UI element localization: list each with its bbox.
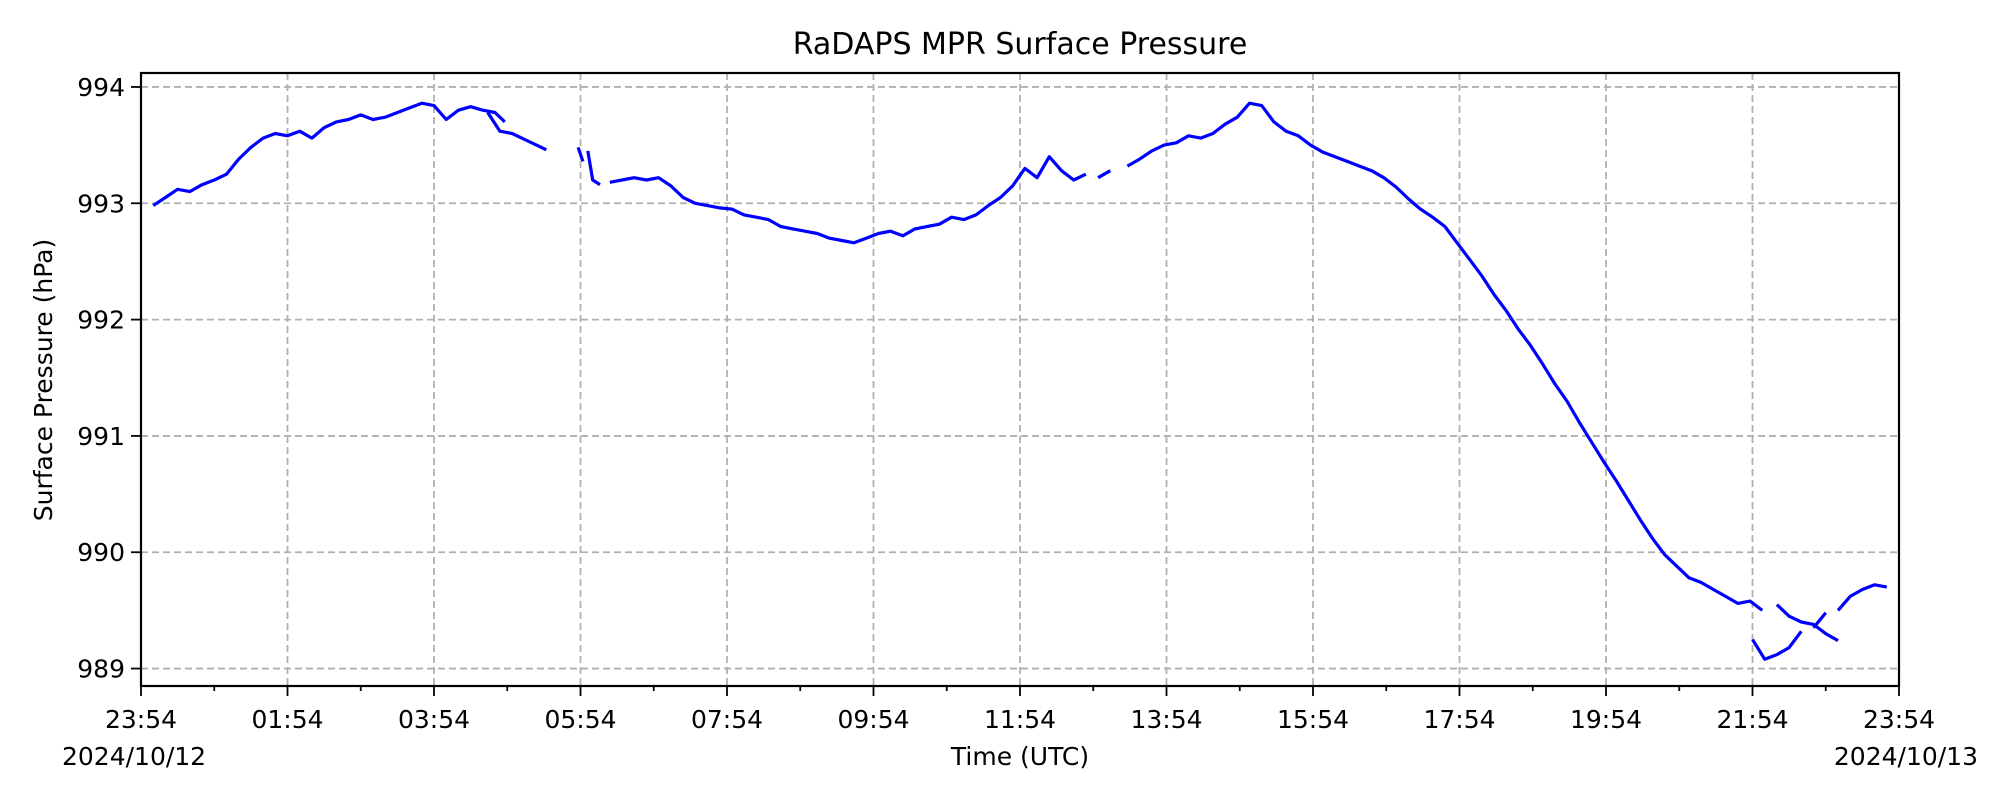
end-date-label: 2024/10/13 <box>1834 742 1978 771</box>
x-tick-label: 09:54 <box>837 705 909 734</box>
x-tick-label: 21:54 <box>1716 705 1788 734</box>
x-tick-label: 15:54 <box>1277 705 1349 734</box>
start-date-label: 2024/10/12 <box>62 742 206 771</box>
pressure-line-segment <box>1836 583 1888 612</box>
series-layer <box>152 101 1888 661</box>
x-tick-label: 23:54 <box>105 705 177 734</box>
x-tick-label: 01:54 <box>251 705 323 734</box>
x-tick-label: 19:54 <box>1570 705 1642 734</box>
x-tick-label: 17:54 <box>1423 705 1495 734</box>
pressure-line-segment <box>1097 169 1112 180</box>
y-tick-label: 994 <box>77 73 125 102</box>
y-tick-label: 992 <box>77 306 125 335</box>
pressure-line-segment <box>1126 101 1764 612</box>
pressure-line-segment <box>576 146 585 162</box>
pressure-line-segment <box>1812 611 1828 629</box>
pressure-line-segment <box>609 155 1087 245</box>
pressure-line-segment <box>1751 630 1803 661</box>
x-tick-label: 13:54 <box>1130 705 1202 734</box>
x-tick-label: 03:54 <box>398 705 470 734</box>
ticks: 23:54 01:54 03:54 05:54 07:54 09:54 11:54 13:54… <box>77 73 1935 734</box>
pressure-line-segment <box>152 101 506 207</box>
x-tick-label: 05:54 <box>544 705 616 734</box>
grid <box>141 73 1899 686</box>
y-tick-label: 989 <box>77 655 125 684</box>
y-axis-label: Surface Pressure (hPa) <box>29 239 58 522</box>
x-tick-label: 07:54 <box>691 705 763 734</box>
pressure-line-segment <box>1775 603 1839 642</box>
y-tick-label: 990 <box>77 538 125 567</box>
pressure-line-segment <box>486 111 547 152</box>
x-tick-label: 23:54 <box>1863 705 1935 734</box>
y-tick-label: 993 <box>77 189 125 218</box>
y-tick-label: 991 <box>77 422 125 451</box>
pressure-line-segment <box>586 150 601 187</box>
x-tick-label: 11:54 <box>984 705 1056 734</box>
chart-title: RaDAPS MPR Surface Pressure <box>793 27 1248 62</box>
x-axis-label: Time (UTC) <box>950 742 1089 771</box>
